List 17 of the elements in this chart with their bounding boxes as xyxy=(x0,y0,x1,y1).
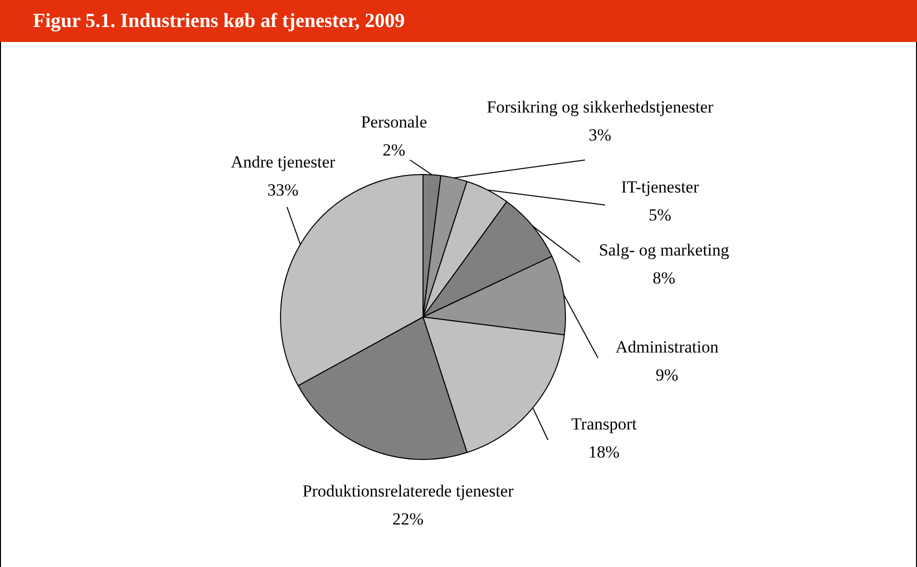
slice-label: Administration xyxy=(616,337,719,356)
slice-label: Andre tjenester xyxy=(230,152,336,172)
data-label: 8% xyxy=(652,268,676,288)
data-label: 22% xyxy=(392,509,424,528)
slice-label: Produktionsrelaterede tjenester xyxy=(302,481,514,500)
data-label: 3% xyxy=(588,125,612,144)
data-label: 33% xyxy=(267,180,299,200)
chart-title: Figur 5.1. Industriens køb af tjenester, 2009 xyxy=(0,0,917,42)
slice-label: Personale xyxy=(360,112,428,132)
data-label: 18% xyxy=(588,442,620,462)
slice-label: Salg- og marketing xyxy=(598,240,730,260)
data-label: 5% xyxy=(648,205,672,224)
slice-label: Forsikring og sikkerhedstjenester xyxy=(486,97,714,116)
data-label: 2% xyxy=(382,140,406,160)
slice-label: IT-tjenester xyxy=(621,177,700,196)
legend-label: Transport xyxy=(571,414,638,434)
data-label: 9% xyxy=(656,365,678,384)
